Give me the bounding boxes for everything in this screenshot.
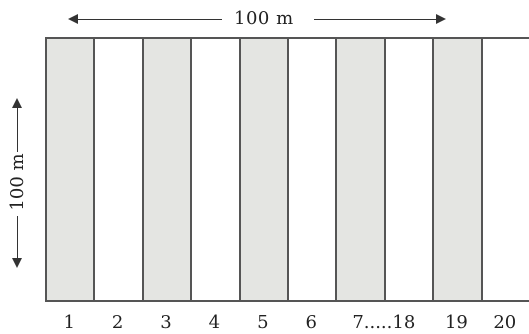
width-dimension-line-right (314, 19, 442, 20)
strip-label: 5 (257, 312, 269, 333)
width-dimension-line-left (72, 19, 222, 20)
strip-label: 7.....18 (352, 312, 416, 333)
width-label: 100 m (234, 8, 294, 29)
field-plot (45, 37, 529, 302)
strip-2 (93, 39, 142, 300)
strip-8 (383, 39, 433, 300)
strip-label: 4 (208, 312, 221, 333)
strip-6 (287, 39, 336, 300)
strip-9 (432, 39, 481, 300)
strip-label: 20 (493, 312, 517, 333)
strip-7 (335, 39, 384, 300)
strip-labels: 1 2 3 4 5 6 7.....18 19 20 (45, 312, 529, 334)
width-dimension: 100 m (68, 8, 446, 32)
height-dimension: 100 m (6, 98, 30, 268)
strip-3 (141, 39, 191, 300)
strip-label: 1 (63, 312, 75, 333)
strip-5 (238, 39, 288, 300)
right-arrowhead-icon (436, 14, 446, 24)
strip-label: 6 (305, 312, 317, 333)
down-arrowhead-icon (12, 258, 22, 268)
strip-label: 2 (111, 312, 124, 333)
strip-4 (190, 39, 239, 300)
strip-label: 19 (444, 312, 468, 333)
strip-label: 3 (160, 312, 172, 333)
height-dimension-line-top (17, 102, 18, 152)
strip-1 (45, 39, 94, 300)
height-label: 100 m (7, 153, 28, 211)
height-dimension-line-bottom (17, 216, 18, 264)
strip-10 (480, 39, 529, 300)
